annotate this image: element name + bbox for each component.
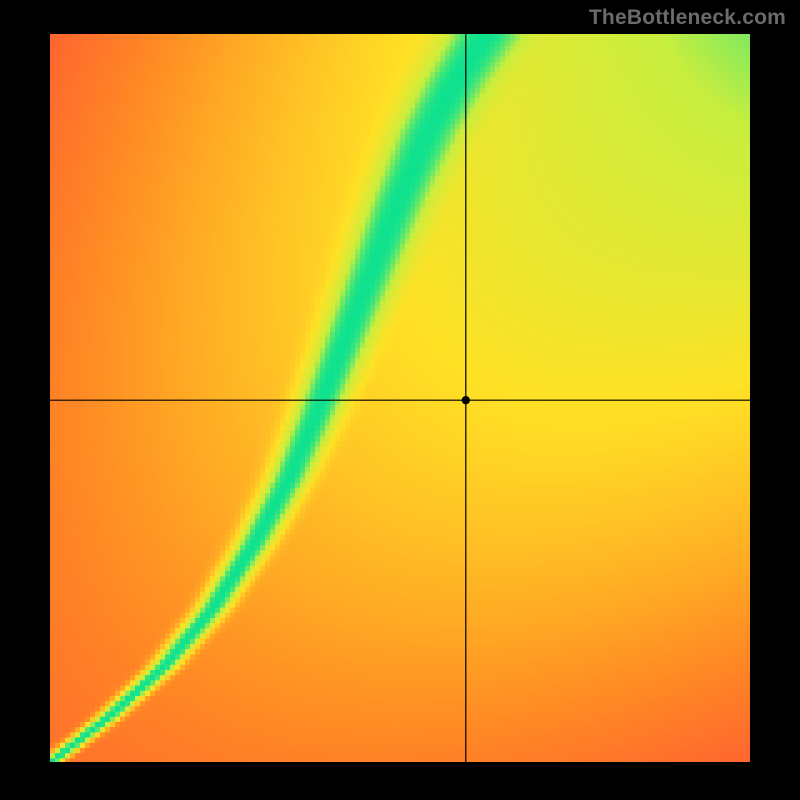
plot-area bbox=[50, 34, 750, 762]
watermark-text: TheBottleneck.com bbox=[589, 6, 786, 30]
chart-container: TheBottleneck.com bbox=[0, 0, 800, 800]
heatmap-canvas bbox=[50, 34, 750, 762]
